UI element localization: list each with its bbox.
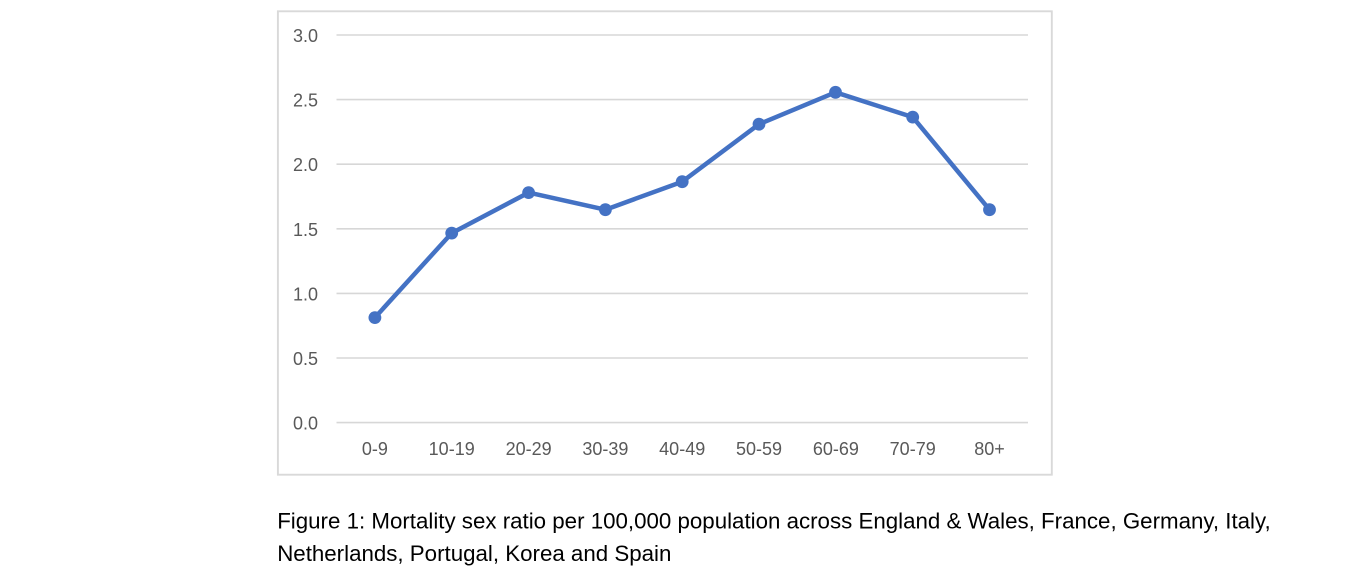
svg-text:3.0: 3.0 [293, 26, 318, 46]
svg-text:0-9: 0-9 [362, 439, 388, 459]
svg-text:0.0: 0.0 [293, 414, 318, 434]
svg-text:1.0: 1.0 [293, 284, 318, 304]
svg-text:Netherlands, Portugal, Korea a: Netherlands, Portugal, Korea and Spain [277, 541, 671, 566]
svg-text:40-49: 40-49 [659, 439, 705, 459]
svg-text:80+: 80+ [974, 439, 1005, 459]
svg-text:0.5: 0.5 [293, 349, 318, 369]
svg-text:20-29: 20-29 [506, 439, 552, 459]
svg-text:2.0: 2.0 [293, 155, 318, 175]
svg-text:10-19: 10-19 [429, 439, 475, 459]
svg-text:Figure 1: Mortality sex ratio: Figure 1: Mortality sex ratio per 100,00… [277, 509, 1271, 534]
svg-text:30-39: 30-39 [582, 439, 628, 459]
svg-text:1.5: 1.5 [293, 220, 318, 240]
svg-text:2.5: 2.5 [293, 91, 318, 111]
svg-text:60-69: 60-69 [813, 439, 859, 459]
svg-text:70-79: 70-79 [890, 439, 936, 459]
svg-text:50-59: 50-59 [736, 439, 782, 459]
